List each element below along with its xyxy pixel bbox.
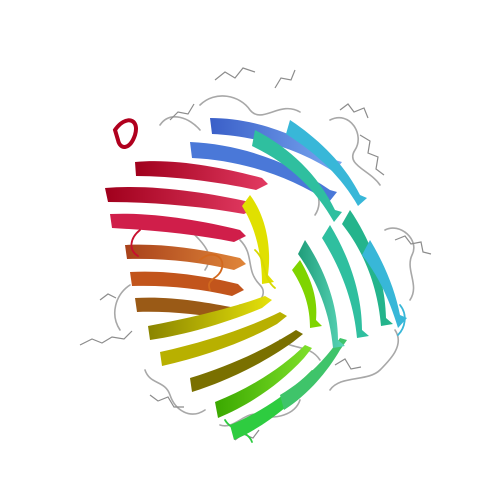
foreground-loops [130,229,406,443]
beta-strands-blue [190,118,367,222]
beta-strands-yellow [148,195,303,392]
beta-strands-red [105,118,268,242]
beta-strands-green [215,260,347,440]
beta-strands-teal [298,210,407,348]
